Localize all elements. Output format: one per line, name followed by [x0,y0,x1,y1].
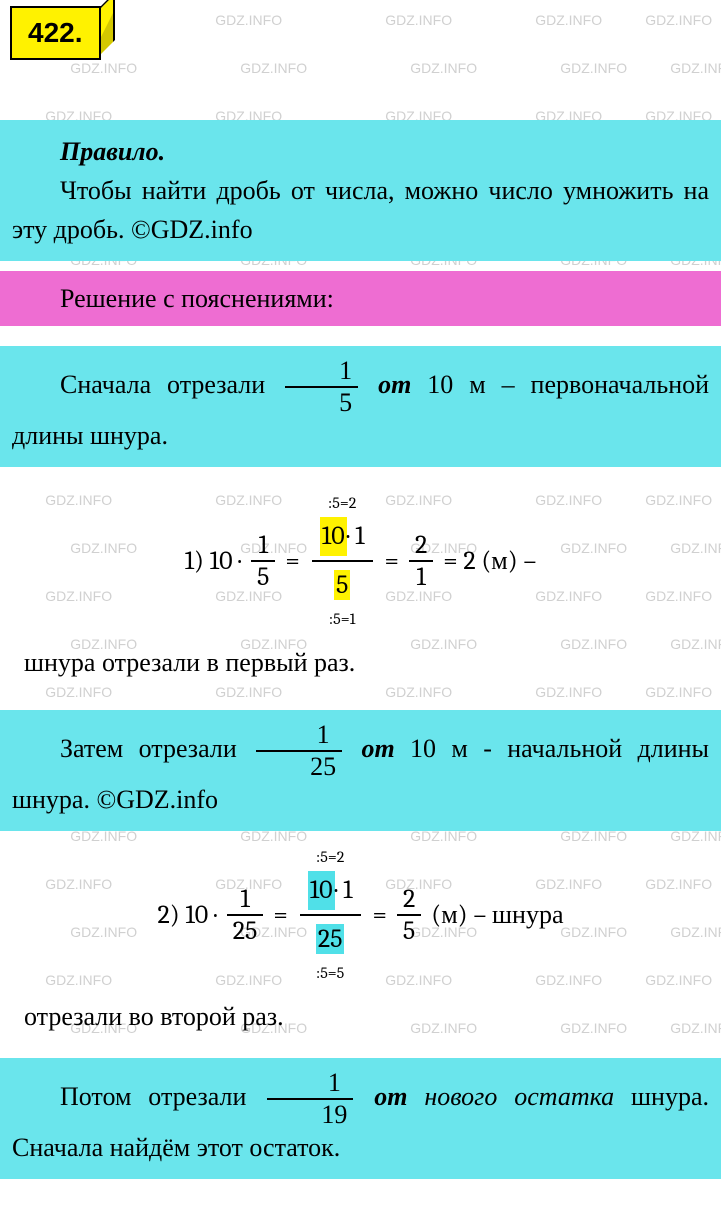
step2-ot: от [361,734,394,763]
step1-block: Сначала отрезали 1 5 от 10 м – первонача… [0,346,721,467]
step3-block: Потом отрезали 1 19 от нового остатка шн… [0,1058,721,1179]
step3-pre: Потом отрезали [60,1082,246,1111]
step1-pre: Сначала отрезали [60,370,265,399]
step2-block: Затем отрезали 1 25 от 10 м - начальной … [0,710,721,831]
calc2-eq1: = [273,896,287,935]
calc1-f2: 2 1 [409,532,433,590]
rule-block: Правило. Чтобы найти дробь от числа, мож… [0,120,721,261]
rule-text: Чтобы найти дробь от числа, можно число … [12,171,709,249]
solution-header: Решение с пояснениями: [0,271,721,326]
step2-fraction: 1 25 [256,722,342,780]
calc2-f2: 2 5 [397,886,421,944]
calc2-result: (м) – шнура [431,896,563,935]
calc1-block: 1) 10 · 1 5 = :5=2 10 · 1 5 :5=1 = 2 1 =… [0,467,721,710]
rule-title: Правило. [60,137,165,166]
calc2-label: 2) 10 · [157,896,216,935]
step3-ot: от [374,1082,407,1111]
calc1-label: 1) 10 · [185,542,241,581]
calc2-block: 2) 10 · 1 25 = :5=2 10 · 1 25 :5=5 = 2 5… [0,831,721,1058]
step1-ot: от [378,370,411,399]
calc2-eq2: = [373,896,387,935]
step3-fraction: 1 19 [267,1070,353,1128]
calc2-f1: 1 25 [227,886,264,944]
exercise-number-badge: 422. [10,6,101,60]
calc1-f1: 1 5 [251,532,275,590]
calc2-explain: отрезали во второй раз. [12,995,709,1050]
calc1-eq2: = [385,542,399,581]
step3-rest1: нового остатка [424,1082,614,1111]
badge-shadow [101,0,115,54]
calc1-eq1: = [285,542,299,581]
calc1-explain: шнура отрезали в первый раз. [12,641,709,696]
step2-pre: Затем отрезали [60,734,237,763]
calc2-mid: :5=2 10 · 1 25 :5=5 [300,845,361,985]
step1-fraction: 1 5 [285,358,358,416]
calc1-result: = 2 (м) – [443,542,536,581]
calc1-mid: :5=2 10 · 1 5 :5=1 [312,491,373,631]
